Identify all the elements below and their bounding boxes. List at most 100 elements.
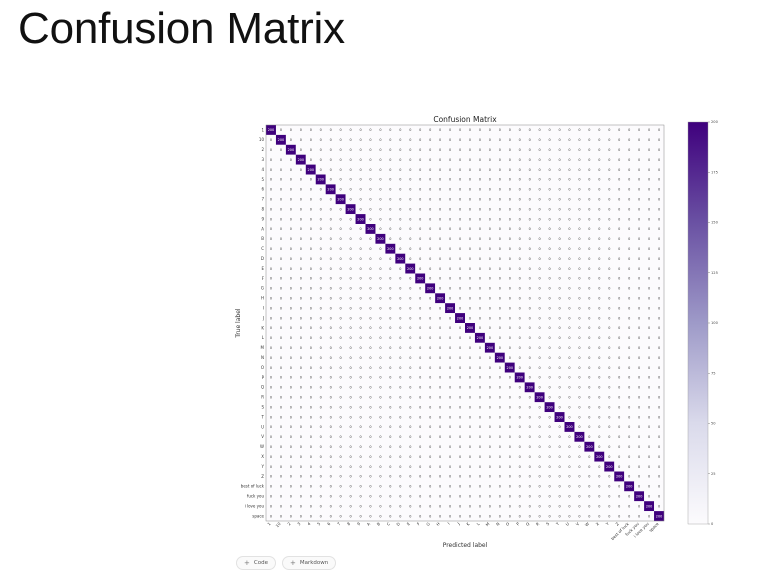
cell-value-label: 0 — [330, 395, 332, 399]
cell-value-label: 0 — [638, 346, 640, 350]
colorbar-tick-label: 175 — [711, 170, 718, 174]
heatmap-cell — [594, 313, 605, 324]
cell-value-label: 0 — [439, 455, 441, 459]
cell-value-label: 0 — [539, 188, 541, 192]
cell-value-label: 0 — [578, 475, 580, 479]
cell-value-label: 0 — [598, 386, 600, 390]
cell-value-label: 0 — [608, 128, 610, 132]
y-tick-label: 1 — [261, 127, 264, 132]
cell-value-label: 0 — [290, 445, 292, 449]
cell-value-label: 0 — [330, 415, 332, 419]
cell-value-label: 0 — [548, 168, 550, 172]
colorbar-tick-label: 0 — [711, 522, 714, 526]
cell-value-label: 0 — [399, 514, 401, 518]
heatmap-cell — [514, 224, 525, 234]
cell-value-label: 0 — [300, 296, 302, 300]
heatmap-cell — [554, 481, 565, 492]
cell-value-label: 0 — [628, 346, 630, 350]
cell-value-label: 0 — [529, 128, 531, 132]
heatmap-cell — [325, 362, 336, 373]
heatmap-cell — [534, 471, 545, 482]
cell-value-label: 0 — [489, 306, 491, 310]
y-tick-label: K — [261, 325, 264, 330]
heatmap-cell — [266, 263, 276, 274]
heatmap-cell — [514, 233, 525, 244]
heatmap-cell — [654, 352, 665, 363]
cell-value-label: 0 — [529, 247, 531, 251]
heatmap-cell — [474, 382, 485, 393]
heatmap-cell — [504, 224, 515, 234]
cell-value-label: 0 — [568, 247, 570, 251]
cell-value-label: 0 — [399, 376, 401, 380]
heatmap-cell — [425, 491, 436, 502]
heatmap-cell — [365, 313, 376, 324]
y-tick-label: 3 — [261, 157, 264, 162]
heatmap-cell — [305, 313, 316, 324]
cell-value-label: 0 — [548, 316, 550, 320]
heatmap-cell — [305, 332, 316, 343]
heatmap-cell — [614, 402, 625, 413]
heatmap-cell — [614, 134, 625, 145]
add-markdown-cell-button[interactable]: + Markdown — [281, 556, 337, 570]
cell-value-label: 200 — [586, 445, 592, 449]
heatmap-cell — [435, 224, 446, 234]
cell-value-label: 0 — [359, 197, 361, 201]
cell-value-label: 0 — [429, 465, 431, 469]
cell-value-label: 0 — [449, 217, 451, 221]
heatmap-cell — [425, 154, 436, 165]
cell-value-label: 0 — [509, 356, 511, 360]
heatmap-cell — [504, 303, 515, 314]
cell-value-label: 0 — [489, 455, 491, 459]
heatmap-cell — [355, 313, 366, 324]
heatmap-cell — [494, 313, 505, 324]
heatmap-cell — [425, 471, 436, 482]
heatmap-cell — [425, 461, 436, 472]
cell-value-label: 0 — [270, 217, 272, 221]
heatmap-cell — [415, 283, 426, 294]
y-tick-label: W — [260, 444, 264, 449]
cell-value-label: 0 — [558, 514, 560, 518]
heatmap-cell — [425, 283, 436, 294]
heatmap-cell — [534, 402, 545, 413]
heatmap-cell — [415, 491, 426, 502]
cell-value-label: 0 — [270, 138, 272, 142]
heatmap-cell — [445, 422, 456, 432]
heatmap-cell — [275, 362, 286, 373]
heatmap-cell — [594, 263, 605, 274]
cell-value-label: 0 — [320, 336, 322, 340]
cell-value-label: 0 — [280, 356, 282, 360]
heatmap-cell — [584, 174, 595, 185]
x-tick-label: 3 — [296, 521, 302, 527]
heatmap-cell — [425, 263, 436, 274]
cell-value-label: 0 — [509, 197, 511, 201]
heatmap-cell — [554, 451, 565, 462]
heatmap-cell — [305, 461, 316, 472]
cell-value-label: 0 — [568, 504, 570, 508]
heatmap-cell — [455, 382, 466, 393]
cell-value-label: 0 — [519, 237, 521, 241]
cell-value-label: 0 — [648, 445, 650, 449]
heatmap-cell — [594, 501, 605, 512]
cell-value-label: 0 — [509, 277, 511, 281]
cell-value-label: 0 — [519, 475, 521, 479]
cell-value-label: 200 — [626, 485, 632, 489]
heatmap-cell — [584, 204, 595, 215]
heatmap-cell — [474, 362, 485, 373]
heatmap-cell — [594, 451, 605, 462]
cell-value-label: 0 — [409, 494, 411, 498]
cell-value-label: 0 — [598, 415, 600, 419]
heatmap-cell — [375, 194, 386, 205]
cell-value-label: 0 — [449, 465, 451, 469]
cell-value-label: 0 — [340, 504, 342, 508]
cell-value-label: 0 — [479, 494, 481, 498]
cell-value-label: 0 — [379, 168, 381, 172]
cell-value-label: 0 — [459, 346, 461, 350]
cell-value-label: 0 — [419, 326, 421, 330]
heatmap-cell — [604, 471, 615, 482]
heatmap-cell — [584, 422, 595, 432]
cell-value-label: 0 — [340, 485, 342, 489]
heatmap-cell — [654, 184, 665, 195]
heatmap-cell — [524, 461, 535, 472]
add-code-cell-button[interactable]: + Code — [236, 556, 276, 570]
y-tick-label: best of luck — [241, 484, 265, 489]
